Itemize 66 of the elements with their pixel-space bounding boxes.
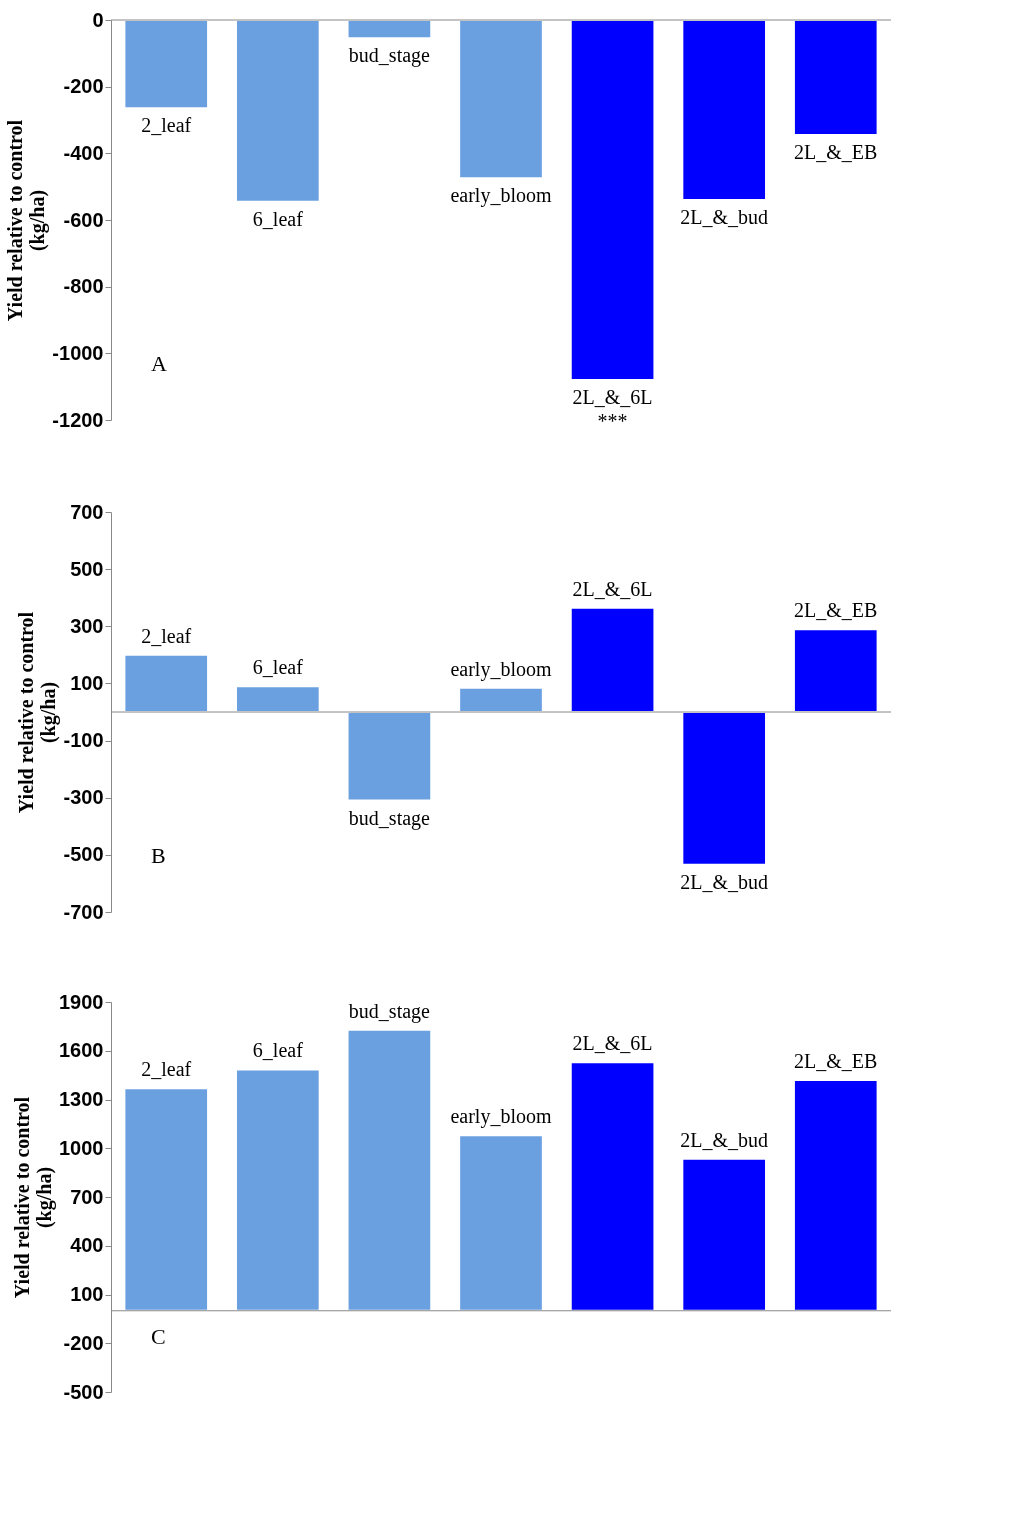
x-tick-label: 2L_&_EB [794,1050,878,1072]
y-tick-label: 400 [70,1234,104,1257]
bar [681,711,768,866]
bar [346,1028,433,1312]
y-tick-label: -700 [63,900,104,923]
bar [234,1068,321,1312]
bar [569,1061,656,1312]
bar [458,1134,544,1312]
y-tick-label: 100 [70,671,104,694]
bar [123,653,210,713]
y-tick-label: 1000 [59,1136,104,1159]
x-tick-label: 2_leaf [141,624,192,647]
x-tick-label: 2L_&_bud [680,1128,769,1151]
bar [569,606,656,713]
bar [346,711,433,802]
x-tick-label: 2L_&_6L [572,1032,653,1055]
y-tick-label: -200 [63,75,104,98]
x-tick-label: 6_leaf [252,1039,304,1062]
y-tick-label: -400 [63,141,104,164]
y-tick-label: -500 [63,843,104,866]
y-tick-label: 1600 [59,1039,104,1062]
x-tick-label: 2L_&_bud [680,206,769,228]
x-tick-label: 2_leaf [141,114,192,137]
x-tick-label: 2L_&_EB [794,599,878,622]
x-tick-label: bud_stage [348,806,431,830]
x-tick-label: 2_leaf [141,1058,192,1081]
bar [681,1157,768,1312]
y-tick-label: 300 [70,614,104,637]
y-tick-label: 500 [70,557,104,580]
y-tick-label: 1900 [59,990,104,1013]
bar [234,685,321,713]
annotation: *** [597,410,628,432]
y-tick-label: -300 [63,786,104,809]
y-axis-title: Yield relative to control (kg/ha) [4,119,50,322]
y-tick-label: 1300 [59,1088,104,1110]
y-tick-label: -600 [63,208,104,231]
x-tick-label: early_bloom [450,657,552,681]
y-tick-label: 100 [70,1283,104,1305]
y-tick-label: -200 [63,1331,104,1354]
x-tick-label: 2L_&_6L [572,577,653,600]
bar [123,1087,210,1312]
x-tick-label: bud_stage [348,999,431,1023]
y-tick-label: -1000 [52,341,104,364]
x-tick-label: bud_stage [348,44,431,68]
annotation: A [151,351,167,376]
x-tick-label: 2L_&_bud [680,870,769,893]
y-tick-label: 0 [92,8,104,31]
x-tick-label: 6_leaf [252,207,304,230]
x-tick-label: 2L_&_6L [572,386,653,408]
annotation: B [151,843,166,868]
x-tick-label: early_bloom [450,1105,552,1129]
x-tick-label: early_bloom [450,184,552,208]
y-tick-label: 700 [70,1185,104,1208]
bar [792,1079,879,1312]
y-axis-title: Yield relative to control (kg/ha) [15,611,61,814]
bar [458,686,544,713]
x-tick-label: 6_leaf [252,656,304,679]
x-tick-label: 2L_&_EB [794,141,878,163]
bar [792,628,879,713]
y-tick-label: -1200 [52,408,104,431]
y-axis-title: Yield relative to control (kg/ha) [11,1096,57,1299]
y-tick-label: 700 [70,500,104,523]
annotation: C [151,1324,166,1350]
y-tick-label: -500 [63,1380,104,1403]
y-tick-label: -100 [63,729,104,752]
y-tick-label: -800 [63,275,104,298]
